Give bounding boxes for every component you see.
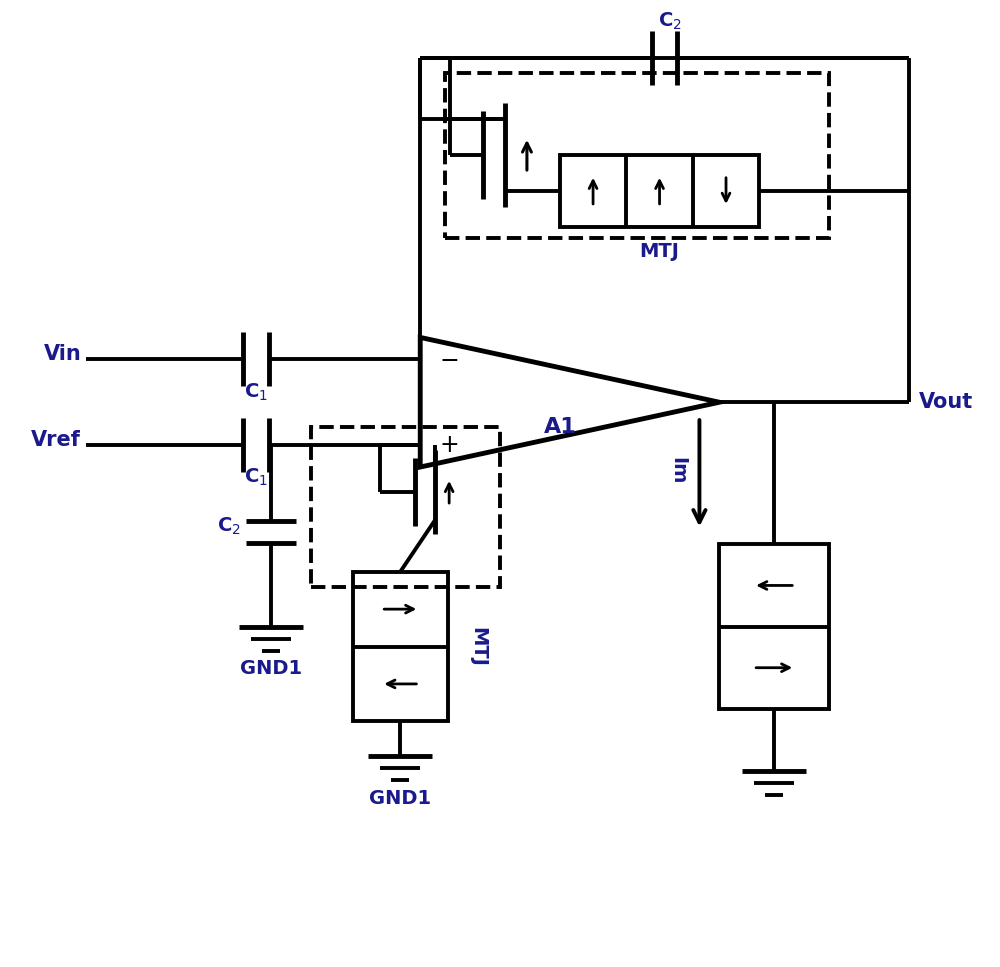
- Text: Im: Im: [668, 457, 687, 484]
- Bar: [353, 571, 448, 721]
- Text: GND1: GND1: [240, 659, 302, 679]
- Text: A1: A1: [543, 417, 576, 437]
- Text: C$_1$: C$_1$: [244, 467, 268, 488]
- Text: Vout: Vout: [919, 393, 973, 412]
- Text: Vin: Vin: [43, 344, 81, 365]
- Text: MTJ: MTJ: [468, 627, 487, 666]
- Bar: [719, 544, 829, 709]
- Text: MTJ: MTJ: [640, 242, 679, 261]
- Text: $-$: $-$: [439, 347, 458, 371]
- Text: C$_1$: C$_1$: [244, 381, 268, 402]
- Text: Vref: Vref: [31, 430, 81, 450]
- Text: GND1: GND1: [369, 789, 431, 808]
- Text: C$_2$: C$_2$: [658, 11, 681, 32]
- Text: $+$: $+$: [439, 433, 458, 457]
- Text: C$_2$: C$_2$: [217, 515, 241, 537]
- Bar: [560, 155, 759, 226]
